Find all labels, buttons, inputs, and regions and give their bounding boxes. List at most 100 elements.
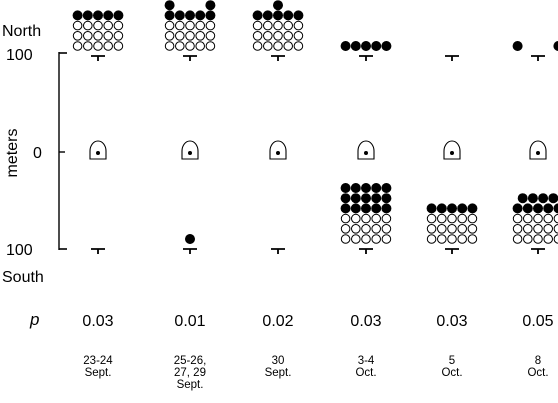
north-capture-dot: [103, 31, 113, 41]
south-capture-dot: [371, 213, 382, 224]
south-capture-dot: [351, 224, 361, 234]
north-capture-dot: [283, 20, 294, 31]
date-label: 3-4: [358, 355, 375, 367]
south-capture-dot: [457, 203, 468, 214]
north-capture-dot: [185, 10, 196, 21]
south-capture-dot: [351, 213, 361, 224]
north-capture-dot: [283, 31, 294, 41]
south-capture-dot: [371, 203, 382, 214]
p-value: 0.05: [522, 313, 553, 330]
north-capture-dot: [164, 31, 175, 41]
south-capture-dot: [381, 203, 392, 214]
north-capture-dot: [273, 41, 283, 51]
south-capture-dot: [533, 234, 543, 244]
south-capture-dot: [543, 213, 554, 224]
south-capture-dot: [522, 203, 533, 214]
south-capture-dot: [457, 213, 468, 224]
date-label: Sept.: [177, 379, 204, 391]
south-capture-dot: [340, 193, 351, 204]
south-capture-dot: [371, 193, 382, 204]
p-value: 0.03: [350, 313, 381, 330]
north-capture-dot: [263, 41, 273, 51]
north-capture-dot: [350, 40, 361, 51]
north-capture-dot: [293, 10, 304, 21]
south-capture-dot: [447, 234, 457, 244]
south-capture-dot: [361, 213, 371, 224]
date-label: Oct.: [527, 367, 548, 379]
south-marker: [445, 248, 459, 254]
south-capture-dot: [351, 234, 361, 244]
p-value: 0.03: [436, 313, 467, 330]
north-capture-dot: [175, 20, 185, 31]
south-capture-dot: [523, 234, 533, 244]
release-site-icon: [89, 140, 107, 160]
release-site-icon: [181, 140, 199, 160]
south-capture-dot: [381, 193, 392, 204]
north-capture-dot: [553, 41, 558, 51]
south-capture-dot: [381, 224, 392, 234]
south-capture-dot: [360, 183, 371, 194]
date-label: Oct.: [355, 367, 376, 379]
north-capture-dot: [252, 41, 263, 51]
south-capture-dot: [371, 183, 382, 194]
north-capture-dot: [263, 20, 273, 31]
south-capture-dot: [361, 234, 371, 244]
north-marker: [359, 55, 373, 61]
south-capture-dot: [533, 213, 543, 224]
south-capture-dot: [543, 234, 554, 244]
north-capture-dot: [293, 31, 304, 41]
p-value: 0.02: [262, 313, 293, 330]
date-label: 25-26,: [174, 355, 207, 367]
south-capture-dot: [447, 213, 457, 224]
north-capture-dot: [113, 31, 124, 41]
south-capture-dot: [538, 193, 549, 204]
release-point: [536, 151, 540, 155]
north-marker: [445, 55, 459, 61]
south-capture-dot: [447, 224, 457, 234]
north-capture-dot: [252, 10, 263, 21]
south-capture-dot: [548, 193, 558, 204]
release-site-icon: [443, 140, 461, 160]
south-marker: [531, 248, 545, 254]
north-label: North: [2, 23, 41, 40]
north-capture-dot: [93, 20, 103, 31]
north-capture-dot: [272, 0, 283, 11]
north-capture-dot: [83, 20, 93, 31]
north-capture-dot: [381, 40, 392, 51]
release-site-icon: [529, 140, 547, 160]
south-marker: [359, 248, 373, 254]
north-capture-dot: [72, 20, 83, 31]
north-capture-dot: [83, 41, 93, 51]
south-capture-dot: [426, 234, 437, 244]
north-capture-dot: [360, 40, 371, 51]
release-site-icon: [357, 140, 375, 160]
north-capture-dot: [174, 10, 185, 21]
date-label: 23-24: [83, 355, 113, 367]
north-marker: [271, 55, 285, 61]
south-capture-dot: [467, 234, 478, 244]
south-capture-dot: [517, 193, 528, 204]
south-label: South: [2, 269, 44, 286]
south-capture-dot: [185, 234, 196, 245]
y-tick-label-zero: 0: [33, 145, 42, 162]
date-label: 5: [449, 355, 455, 367]
north-capture-dot: [83, 31, 93, 41]
south-capture-dot: [360, 203, 371, 214]
north-capture-dot: [293, 20, 304, 31]
north-capture-dot: [195, 31, 205, 41]
y-axis-title: meters: [4, 129, 21, 178]
north-marker: [91, 55, 105, 61]
north-capture-dot: [340, 40, 351, 51]
north-capture-dot: [273, 20, 283, 31]
p-label: p: [29, 310, 39, 329]
south-capture-dot: [426, 203, 437, 214]
north-capture-dot: [103, 10, 114, 21]
south-capture-dot: [467, 203, 478, 214]
south-capture-dot: [543, 203, 554, 214]
north-capture-dot: [185, 41, 195, 51]
south-capture-dot: [553, 203, 558, 214]
north-capture-dot: [252, 31, 263, 41]
north-capture-dot: [195, 10, 206, 21]
south-capture-dot: [553, 224, 558, 234]
south-capture-dot: [426, 213, 437, 224]
